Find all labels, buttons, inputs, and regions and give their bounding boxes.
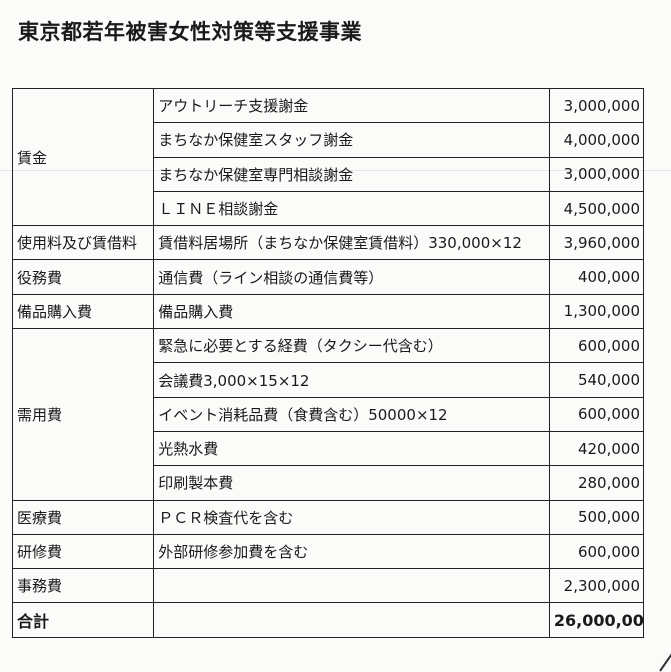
amount-cell: 600,000	[548, 396, 645, 432]
table-row: イベント消耗品費（食費含む）50000×12 600,000	[13, 396, 645, 432]
amount-cell: 420,000	[548, 430, 645, 467]
amount-cell: 600,000	[548, 328, 645, 364]
description-cell	[153, 568, 550, 604]
amount-cell: 400,000	[548, 259, 645, 295]
total-description-cell	[153, 602, 550, 638]
category-cell: 事務費	[11, 568, 155, 604]
amount-cell: 540,000	[548, 362, 645, 398]
total-row: 合計 26,000,000	[11, 602, 645, 638]
table-row: 事務費 2,300,000	[11, 568, 645, 604]
table-row: 使用料及び賃借料 賃借料居場所（まちなか保健室賃借料）330,000×12 3,96…	[11, 225, 645, 261]
amount-cell: 2,300,000	[548, 568, 645, 604]
table-row: 研修費 外部研修参加費を含む 600,000	[11, 533, 645, 570]
description-cell: 賃借料居場所（まちなか保健室賃借料）330,000×12	[153, 225, 550, 261]
amount-cell: 4,000,000	[548, 122, 645, 158]
description-cell: 通信費（ライン相談の通信費等）	[153, 259, 550, 295]
amount-cell: 3,000,000	[548, 87, 645, 124]
description-cell: イベント消耗品費（食費含む）50000×12	[153, 396, 550, 432]
description-cell: まちなか保健室スタッフ謝金	[153, 122, 550, 158]
document-title: 東京都若年被害女性対策等支援事業	[18, 20, 362, 44]
total-amount: 26,000,000	[548, 602, 645, 638]
description-cell: 光熱水費	[153, 430, 550, 467]
amount-cell: 600,000	[548, 533, 645, 570]
table-row: 会議費3,000×15×12 540,000	[13, 362, 645, 398]
description-cell: 印刷製本費	[153, 465, 550, 501]
table-row: 医療費 ＰＣＲ検査代を含む 500,000	[11, 499, 645, 535]
category-cell: 役務費	[11, 259, 155, 295]
category-cell: 備品購入費	[11, 293, 155, 330]
category-cell: 医療費	[11, 499, 155, 535]
description-cell: まちなか保健室専門相談謝金	[153, 156, 550, 192]
description-cell: アウトリーチ支援謝金	[153, 87, 550, 124]
table-row: 需用費 緊急に必要とする経費（タクシー代含む） 600,000	[11, 328, 645, 501]
amount-cell: 3,960,000	[548, 225, 645, 261]
description-cell: 外部研修参加費を含む	[153, 533, 550, 570]
total-label: 合計	[11, 602, 155, 638]
category-cell: 賃金	[11, 87, 155, 227]
amount-cell: 4,500,000	[548, 190, 645, 227]
description-cell: 会議費3,000×15×12	[153, 362, 550, 398]
table-row: 印刷製本費 280,000	[13, 465, 645, 501]
table-row: ＬＩＮＥ相談謝金 4,500,000	[13, 190, 645, 227]
category-cell: 需用費	[11, 328, 155, 501]
amount-cell: 1,300,000	[548, 293, 645, 330]
table-row: 賃金 アウトリーチ支援謝金 3,000,000	[11, 87, 645, 227]
table-row: まちなか保健室専門相談謝金 3,000,000	[13, 156, 645, 192]
amount-cell: 3,000,000	[548, 156, 645, 192]
description-cell: ＬＩＮＥ相談謝金	[153, 190, 550, 227]
table-row: まちなか保健室スタッフ謝金 4,000,000	[13, 122, 645, 158]
budget-table: 賃金 アウトリーチ支援謝金 3,000,000 まちなか保健室スタッフ謝金 4,000,…	[11, 87, 645, 638]
pen-mark	[659, 637, 671, 672]
description-cell: ＰＣＲ検査代を含む	[153, 499, 550, 535]
description-cell: 緊急に必要とする経費（タクシー代含む）	[153, 328, 550, 364]
amount-cell: 500,000	[548, 499, 645, 535]
category-cell: 使用料及び賃借料	[11, 225, 155, 261]
category-cell: 研修費	[11, 533, 155, 570]
amount-cell: 280,000	[548, 465, 645, 501]
table-row: 備品購入費 備品購入費 1,300,000	[11, 293, 645, 330]
table-row: 役務費 通信費（ライン相談の通信費等） 400,000	[11, 259, 645, 295]
description-cell: 備品購入費	[153, 293, 550, 330]
